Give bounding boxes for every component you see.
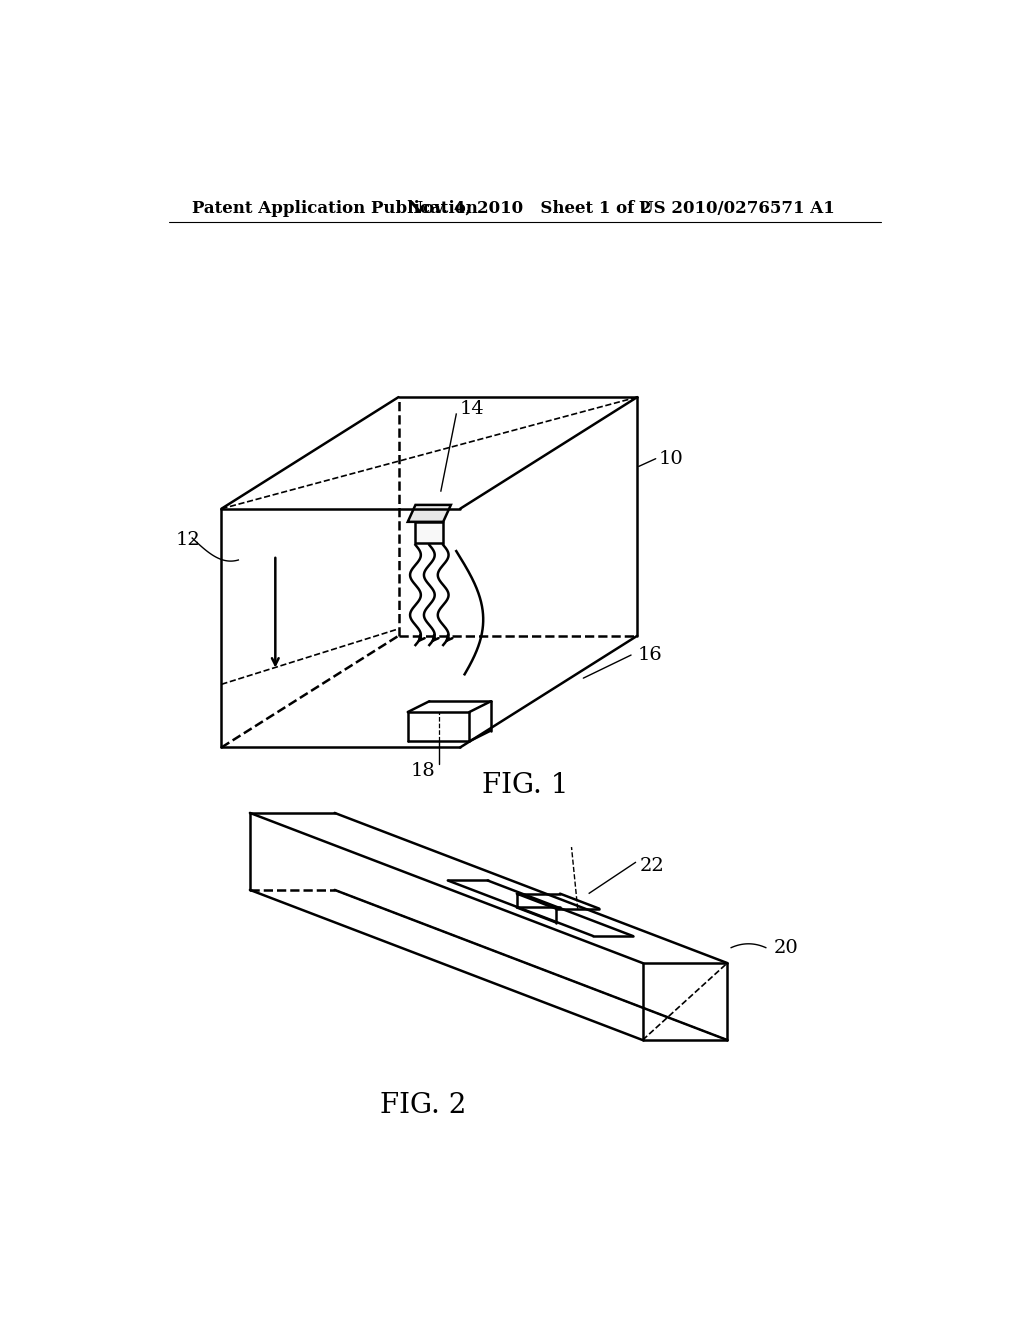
Text: US 2010/0276571 A1: US 2010/0276571 A1 (639, 199, 835, 216)
Text: FIG. 2: FIG. 2 (380, 1092, 466, 1119)
Polygon shape (408, 506, 451, 521)
Text: Nov. 4, 2010   Sheet 1 of 2: Nov. 4, 2010 Sheet 1 of 2 (408, 199, 651, 216)
Text: 16: 16 (637, 645, 662, 664)
Polygon shape (416, 521, 443, 544)
Text: 12: 12 (175, 531, 200, 549)
Text: 14: 14 (460, 400, 485, 417)
Text: 10: 10 (658, 450, 684, 467)
Text: FIG. 1: FIG. 1 (481, 772, 568, 800)
Text: 20: 20 (773, 939, 799, 957)
Text: Patent Application Publication: Patent Application Publication (193, 199, 478, 216)
Text: 18: 18 (411, 762, 435, 780)
Text: 22: 22 (639, 857, 664, 875)
